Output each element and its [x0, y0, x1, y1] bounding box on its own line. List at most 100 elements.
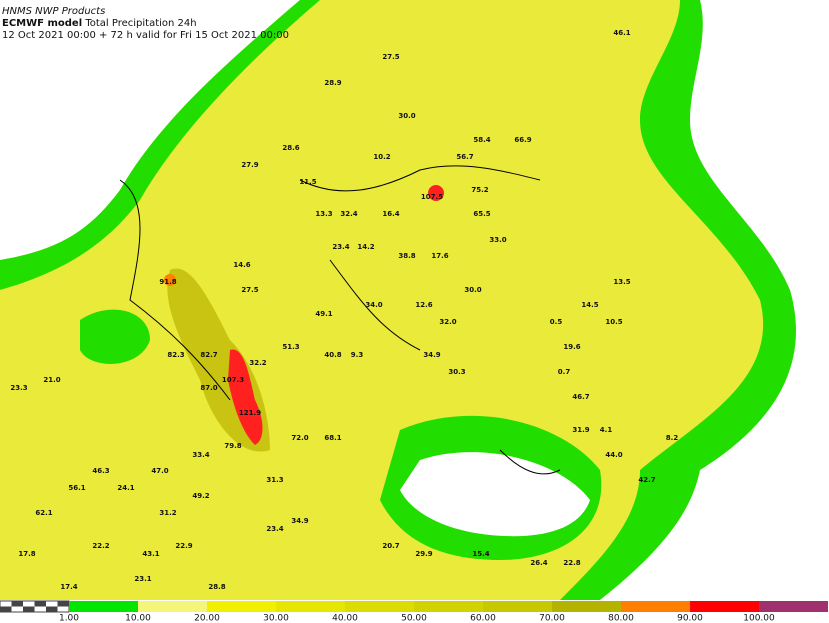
precip-value: 0.5 [550, 318, 563, 326]
precip-value: 10.5 [605, 318, 622, 326]
coastline [119, 165, 561, 475]
precip-value: 58.4 [473, 136, 490, 144]
precip-value: 49.1 [315, 310, 332, 318]
precip-value: 51.3 [282, 343, 299, 351]
colorbar-label: 20.00 [194, 614, 220, 623]
heavy-area [164, 274, 176, 286]
precip-value: 8.2 [666, 434, 679, 442]
light-band [0, 0, 320, 290]
precip-value: 87.0 [200, 384, 217, 392]
precip-value: 32.2 [249, 359, 266, 367]
precip-value: 107.3 [222, 376, 244, 384]
precip-value: 22.2 [92, 542, 109, 550]
precip-value: 0.7 [558, 368, 571, 376]
precip-value: 82.7 [200, 351, 217, 359]
precip-value: 16.4 [382, 210, 399, 218]
colorbar-label: 1.00 [59, 614, 79, 623]
value-labels: 46.1 27.5 28.9 30.0 58.4 66.9 28.6 10.2 56.7 27.9… [10, 29, 678, 591]
precip-value: 13.3 [315, 210, 332, 218]
header-valid: 12 Oct 2021 00:00 + 72 h valid for Fri 1… [2, 30, 289, 41]
precip-value: 21.0 [43, 376, 60, 384]
product-name: Total Precipitation 24h [84, 18, 196, 29]
precip-value: 31.2 [159, 509, 176, 517]
precip-value: 23.4 [332, 243, 349, 251]
precip-value: 34.9 [291, 517, 308, 525]
precip-value: 91.8 [159, 278, 176, 286]
extreme-area [428, 185, 444, 201]
precip-value: 47.0 [151, 467, 168, 475]
colorbar-checker [11, 601, 23, 607]
precip-value: 42.7 [638, 476, 655, 484]
precip-value: 33.4 [192, 451, 209, 459]
colorbar: 1.00 10.00 20.00 30.00 40.00 50.00 60.00 70.00 8… [0, 600, 828, 623]
header-source: HNMS NWP Products [2, 6, 105, 17]
precip-value: 20.7 [382, 542, 399, 550]
colorbar-checker [46, 606, 58, 612]
precip-value: 75.2 [471, 186, 488, 194]
precip-value: 14.2 [357, 243, 374, 251]
precip-value: 28.9 [324, 79, 341, 87]
precip-value: 19.6 [563, 343, 580, 351]
precip-value: 23.1 [134, 575, 151, 583]
colorbar-label: 80.00 [608, 614, 634, 623]
precip-value: 12.6 [415, 301, 432, 309]
colorbar-segment [759, 601, 828, 612]
colorbar-segment [138, 601, 207, 612]
colorbar-label: 90.00 [677, 614, 703, 623]
precip-value: 17.6 [431, 252, 448, 260]
precip-value: 46.3 [92, 467, 109, 475]
precip-value: 30.3 [448, 368, 465, 376]
precip-value: 28.6 [282, 144, 299, 152]
precip-value: 22.9 [175, 542, 192, 550]
precip-value: 46.1 [613, 29, 630, 37]
precip-value: 44.0 [605, 451, 622, 459]
precip-value: 23.3 [10, 384, 27, 392]
precip-value: 31.9 [572, 426, 589, 434]
precip-value: 79.8 [224, 442, 241, 450]
dry-area [0, 0, 300, 260]
colorbar-label: 50.00 [401, 614, 427, 623]
precip-value: 9.3 [351, 351, 364, 359]
colorbar-segment [621, 601, 690, 612]
precip-value: 10.2 [373, 153, 390, 161]
precip-value: 17.4 [60, 583, 77, 591]
precip-value: 62.1 [35, 509, 52, 517]
precip-value: 68.1 [324, 434, 341, 442]
precip-value: 30.0 [464, 286, 481, 294]
colorbar-segment [276, 601, 345, 612]
colorbar-segment [414, 601, 483, 612]
precip-value: 66.9 [514, 136, 531, 144]
colorbar-checker [23, 606, 35, 612]
precip-value: 34.9 [423, 351, 440, 359]
precip-value: 33.0 [489, 236, 506, 244]
precip-value: 65.5 [473, 210, 490, 218]
precip-value: 27.5 [382, 53, 399, 61]
colorbar-label: 60.00 [470, 614, 496, 623]
precip-value: 46.7 [572, 393, 589, 401]
precip-value: 32.4 [340, 210, 357, 218]
dry-area [600, 0, 829, 600]
model-name: ECMWF model [2, 18, 82, 29]
precip-value: 43.1 [142, 550, 159, 558]
precip-value: 121.9 [239, 409, 261, 417]
precip-value: 34.0 [365, 301, 382, 309]
header-product: ECMWF model Total Precipitation 24h [2, 18, 197, 29]
light-band [80, 309, 150, 364]
precip-value: 11.5 [299, 178, 316, 186]
colorbar-segment [690, 601, 759, 612]
precip-value: 22.8 [563, 559, 580, 567]
precip-value: 14.6 [233, 261, 250, 269]
precip-value: 27.5 [241, 286, 258, 294]
colorbar-label: 10.00 [125, 614, 151, 623]
precip-value: 30.0 [398, 112, 415, 120]
precip-value: 82.3 [167, 351, 184, 359]
colorbar-checker [57, 601, 69, 607]
precip-value: 40.8 [324, 351, 341, 359]
precip-value: 23.4 [266, 525, 283, 533]
precip-value: 31.3 [266, 476, 283, 484]
precip-value: 72.0 [291, 434, 308, 442]
extreme-area [228, 349, 263, 445]
precip-value: 13.5 [613, 278, 630, 286]
precip-value: 49.2 [192, 492, 209, 500]
